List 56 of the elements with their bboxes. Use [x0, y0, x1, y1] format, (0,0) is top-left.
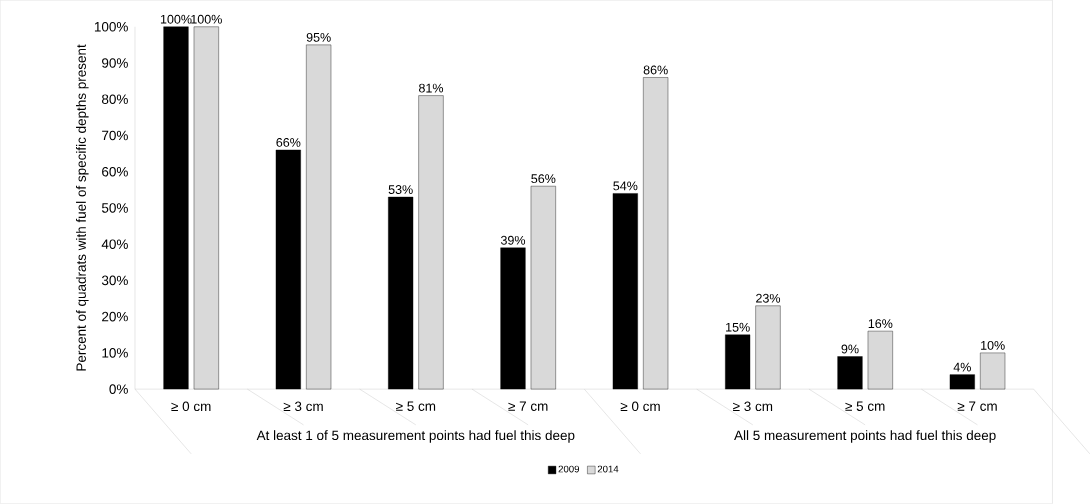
bar: [643, 77, 669, 390]
x-tick-label: ≥ 3 cm: [733, 401, 773, 412]
bar: [755, 305, 781, 390]
y-tick-label: 40%: [101, 239, 128, 250]
x-tick-label: ≥ 5 cm: [845, 401, 885, 412]
data-label: 81%: [419, 83, 444, 93]
x-tick-label: ≥ 0 cm: [620, 401, 660, 412]
bar: [306, 44, 332, 390]
text: At least 1 of 5 measurement points had fuel this deep: [256, 430, 575, 443]
bar: [275, 149, 301, 390]
bar: [980, 352, 1006, 390]
y-tick-label: 30%: [101, 275, 128, 286]
bar: [949, 374, 975, 390]
bar: [388, 196, 414, 390]
bar: [612, 193, 638, 390]
data-label: 53%: [388, 185, 413, 195]
x-tick-label: ≥ 0 cm: [171, 401, 211, 412]
y-tick-label: 60%: [102, 167, 128, 177]
x-tick-label: ≥ 7 cm: [957, 401, 997, 412]
y-tick-label: 20%: [102, 311, 128, 322]
text: All 5 measurement points had fuel this deep: [734, 430, 996, 443]
y-tick-label: 100%: [94, 22, 128, 32]
y-tick-label: 50%: [101, 203, 128, 213]
data-label: 15%: [726, 322, 750, 332]
bar: [418, 95, 444, 390]
x-tick-label: ≥ 5 cm: [396, 401, 436, 412]
data-label: 66%: [276, 138, 301, 147]
data-label: 39%: [500, 235, 526, 245]
bar: [193, 26, 219, 390]
data-label: 16%: [868, 319, 893, 329]
bar: [530, 186, 556, 390]
x-tick-label: ≥ 7 cm: [508, 401, 548, 412]
data-label: 9%: [841, 344, 859, 354]
data-label: 86%: [643, 65, 668, 75]
data-label: 95%: [306, 33, 331, 42]
bar: [163, 26, 189, 390]
y-tick-label: 90%: [102, 58, 128, 68]
data-label: 23%: [756, 293, 781, 303]
legend-label: 2009: [558, 465, 580, 473]
bar: [837, 356, 863, 390]
legend-label: 2014: [597, 465, 619, 473]
y-tick-label: 0%: [109, 384, 128, 394]
data-label: 10%: [981, 341, 1005, 350]
data-label: 100%: [160, 14, 192, 24]
y-tick-label: 10%: [102, 348, 128, 358]
y-axis-title: Percent of quadrats with fuel of specific depths present: [76, 44, 89, 371]
data-label: 4%: [953, 362, 971, 372]
data-label: 100%: [191, 14, 222, 24]
y-tick-label: 80%: [101, 94, 128, 105]
bar: [725, 334, 751, 390]
bar: [867, 331, 893, 390]
y-tick-label: 70%: [102, 130, 128, 141]
data-label: 54%: [613, 181, 638, 191]
data-label: 56%: [531, 174, 556, 184]
bar: [500, 247, 526, 390]
x-tick-label: ≥ 3 cm: [283, 401, 323, 412]
